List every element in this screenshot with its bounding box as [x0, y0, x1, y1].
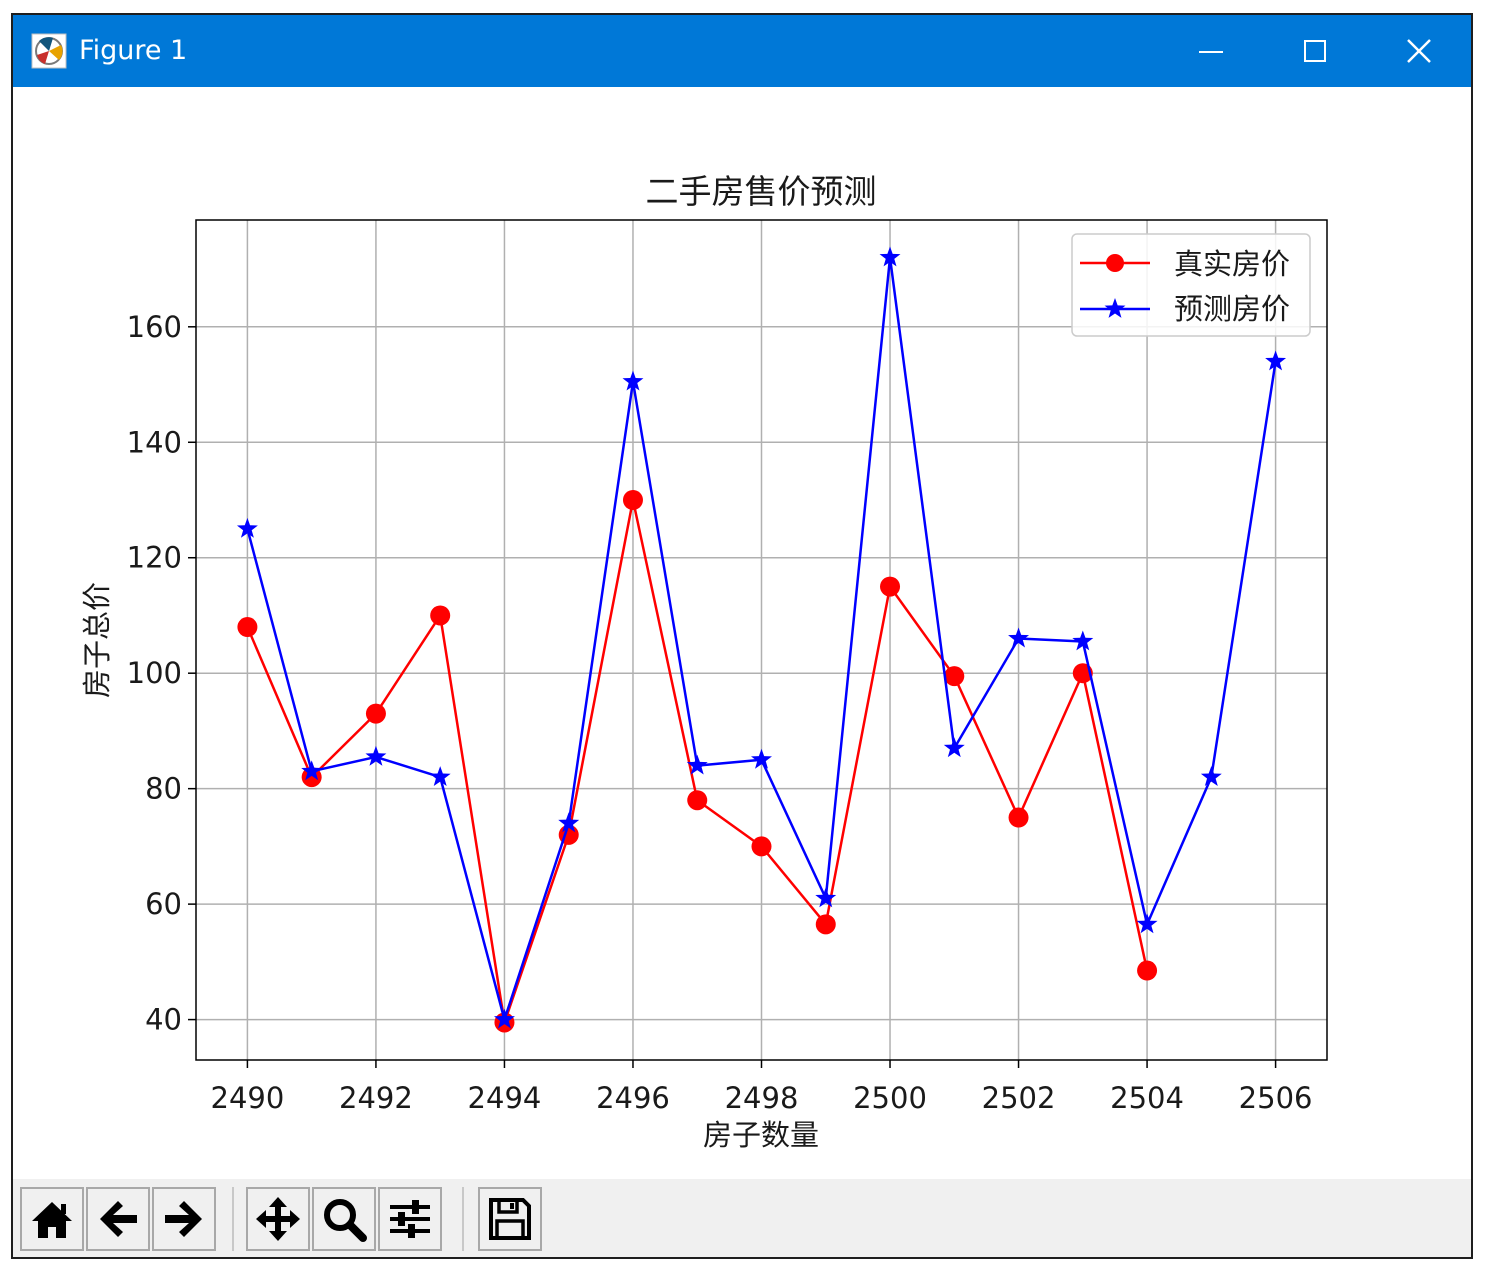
toolbar-separator	[462, 1187, 464, 1251]
magnifier-icon	[324, 1199, 367, 1242]
axes-frame	[195, 219, 1328, 1061]
toolbar-separator	[232, 1187, 234, 1251]
home-icon	[32, 1202, 72, 1238]
data-point	[686, 754, 708, 775]
x-tick-label: 2490	[211, 1081, 285, 1115]
data-point	[751, 748, 772, 769]
y-tick-label: 100	[127, 656, 182, 690]
x-tick-label: 2506	[1239, 1081, 1313, 1115]
data-point	[365, 745, 387, 766]
data-point	[751, 836, 772, 857]
x-tick-label: 2504	[1110, 1081, 1184, 1115]
y-axis-label: 房子总价	[80, 582, 114, 698]
legend: 真实房价 预测房价	[1071, 233, 1311, 337]
home-button[interactable]	[20, 1187, 84, 1251]
legend-marker-pred	[1104, 298, 1126, 318]
x-tick-label: 2502	[982, 1081, 1056, 1115]
arrow-right-icon	[165, 1201, 202, 1237]
data-point	[1072, 630, 1094, 651]
legend-label-real: 真实房价	[1174, 247, 1290, 281]
maximize-icon	[1304, 40, 1326, 62]
legend-marker-real	[1106, 254, 1124, 272]
x-tick-label: 2498	[725, 1081, 799, 1115]
close-button[interactable]	[1367, 15, 1471, 87]
tick-labels: 2490 2492 2494 2496 2498 2500 2502 2504 2506 40 60…	[127, 310, 1313, 1115]
minimize-button[interactable]	[1159, 15, 1263, 87]
data-point	[493, 1008, 515, 1029]
data-point	[880, 576, 901, 597]
legend-label-pred: 预测房价	[1174, 292, 1290, 326]
x-tick-label: 2500	[853, 1081, 927, 1115]
y-tick-label: 80	[145, 772, 182, 806]
x-axis-label: 房子数量	[703, 1118, 819, 1152]
pan-button[interactable]	[246, 1187, 310, 1251]
navigation-toolbar	[13, 1179, 1471, 1257]
data-point	[622, 490, 643, 510]
grid	[196, 220, 1327, 1060]
move-icon	[256, 1197, 300, 1241]
maximize-button[interactable]	[1263, 15, 1367, 87]
data-point	[236, 517, 258, 538]
series-predicted-price	[236, 246, 1287, 1029]
y-tick-label: 140	[127, 425, 182, 459]
data-point	[1200, 766, 1222, 787]
data-point	[622, 370, 644, 391]
data-point	[815, 887, 837, 908]
x-tick-label: 2496	[596, 1081, 670, 1115]
data-point	[1008, 807, 1029, 828]
window-title: Figure 1	[79, 35, 188, 66]
y-tick-label: 160	[127, 310, 182, 344]
y-tick-label: 120	[127, 541, 182, 575]
floppy-disk-icon	[489, 1198, 531, 1240]
forward-button[interactable]	[152, 1187, 216, 1251]
sliders-icon	[390, 1200, 430, 1238]
data-point	[429, 766, 451, 787]
line-chart: 2490 2492 2494 2496 2498 2500 2502 2504 2506 40 60…	[80, 172, 1328, 1152]
matplotlib-icon	[31, 33, 67, 69]
chart-title: 二手房售价预测	[646, 172, 877, 211]
close-icon	[1407, 39, 1431, 63]
data-point	[237, 617, 258, 638]
data-point	[301, 760, 323, 781]
data-point	[1137, 960, 1158, 981]
tick-marks	[188, 326, 1277, 1068]
data-point	[943, 737, 965, 758]
zoom-button[interactable]	[312, 1187, 376, 1251]
data-point	[815, 914, 836, 935]
figure-window: Figure 1 2490 2492 2494 2496 2498 2500 2502 250…	[11, 13, 1473, 1259]
x-tick-label: 2492	[339, 1081, 413, 1115]
x-tick-label: 2494	[468, 1081, 542, 1115]
data-point	[1008, 627, 1030, 648]
data-point	[944, 666, 965, 687]
data-point	[687, 790, 708, 811]
y-tick-label: 40	[145, 1003, 182, 1037]
legend-box	[1071, 233, 1311, 337]
series-lines	[236, 246, 1287, 1033]
minimize-icon	[1199, 51, 1223, 53]
data-point	[879, 246, 901, 267]
back-button[interactable]	[86, 1187, 150, 1251]
configure-subplots-button[interactable]	[378, 1187, 442, 1251]
data-point	[430, 605, 451, 626]
data-point	[558, 812, 580, 833]
figure-canvas[interactable]: 2490 2492 2494 2496 2498 2500 2502 2504 2506 40 60…	[13, 87, 1471, 1179]
arrow-left-icon	[100, 1201, 137, 1237]
data-point	[365, 703, 386, 724]
title-bar[interactable]: Figure 1	[13, 15, 1471, 87]
data-point	[1136, 913, 1158, 934]
data-point	[1265, 350, 1287, 371]
y-tick-label: 60	[145, 887, 182, 921]
save-button[interactable]	[478, 1187, 542, 1251]
